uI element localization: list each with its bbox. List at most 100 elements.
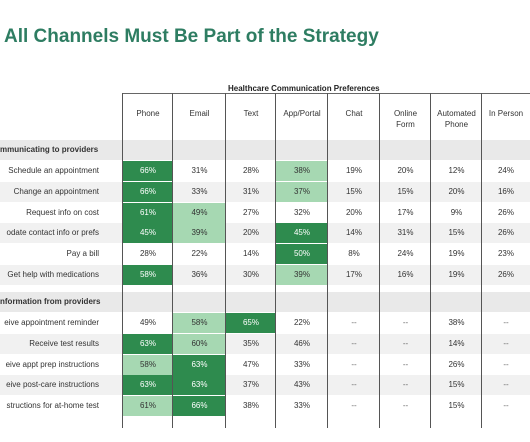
table-cell: 16%	[497, 186, 514, 196]
table-cell: --	[503, 338, 509, 348]
table-row: Schedule an appointment 66% 31% 28% 38% 19% 20…	[0, 161, 530, 181]
table-cell: 24%	[497, 166, 514, 175]
column-header: Text	[243, 109, 259, 118]
table-row: eive appointment reminder 49% 58% 65% 22% -- -…	[0, 313, 530, 333]
table-cell: 8%	[348, 249, 360, 259]
table-cell: 45%	[276, 223, 328, 244]
table-cell: 49%	[173, 202, 226, 223]
table-cell: 26%	[497, 228, 514, 238]
table-cell: --	[351, 359, 357, 369]
row-label: eive appt prep instructions	[5, 359, 99, 369]
table-cell: 32%	[293, 207, 310, 217]
table-cell: 58%	[173, 313, 226, 333]
table-cell: 15%	[448, 380, 465, 390]
table-cell: 15%	[397, 186, 414, 196]
table-cell: 33%	[293, 401, 310, 411]
table-cell: 63%	[173, 375, 226, 396]
table-cell: 39%	[173, 223, 226, 244]
table-cell: 19%	[448, 249, 465, 259]
section-label: nformation from providers	[0, 297, 101, 306]
table-cell: --	[351, 401, 357, 411]
column-header: Phone	[136, 109, 160, 118]
column-header: Chat	[345, 109, 363, 118]
table-cell: 17%	[345, 270, 362, 279]
table-cell: 15%	[448, 228, 465, 238]
table-cell: 36%	[191, 270, 208, 279]
column-divider	[481, 93, 482, 428]
table-cell: 61%	[123, 202, 173, 223]
table-cell: 38%	[448, 318, 465, 327]
table-cell: 26%	[448, 359, 465, 369]
table-row: odate contact info or prefs 45% 39% 20% 45% 1…	[0, 223, 530, 244]
table-cell: --	[351, 318, 357, 327]
table-row: Change an appointment 66% 33% 31% 37% 15% 15% 2…	[0, 181, 530, 202]
row-label: odate contact info or prefs	[6, 228, 100, 238]
table-cell: 47%	[242, 359, 259, 369]
table-cell: --	[402, 380, 409, 390]
table-cell: 61%	[123, 396, 173, 417]
table-cell: 39%	[276, 265, 328, 285]
column-header: In Person	[488, 109, 524, 118]
row-label: Get help with medications	[7, 270, 99, 279]
table-cell: 19%	[345, 166, 362, 175]
table-row: structions for at-home test 61% 66% 38% 33% -…	[0, 396, 530, 417]
table-cell: 15%	[345, 186, 362, 196]
table-cell: 58%	[123, 265, 173, 285]
table-cell: 28%	[242, 166, 259, 175]
row-label: Schedule an appointment	[8, 166, 99, 175]
column-divider	[225, 93, 226, 428]
table-cell: 12%	[448, 166, 465, 175]
table-cell: 35%	[242, 338, 259, 348]
column-header: Automated Phone	[437, 109, 476, 129]
table-cell: 58%	[123, 354, 173, 375]
row-label: Request info on cost	[26, 207, 99, 217]
column-header: App/Portal	[283, 109, 321, 118]
table-cell: 22%	[191, 249, 208, 259]
table-cell: 20%	[448, 186, 465, 196]
row-label: Change an appointment	[13, 186, 99, 196]
table-cell: 24%	[397, 249, 414, 259]
table-cell: 23%	[497, 249, 514, 259]
column-divider	[122, 93, 123, 428]
row-label: eive post-care instructions	[6, 380, 99, 390]
row-label: structions for at-home test	[6, 401, 99, 411]
table-cell: 14%	[242, 249, 259, 259]
table-cell: --	[351, 380, 357, 390]
table-row: eive appt prep instructions 58% 63% 47% 33% -…	[0, 354, 530, 375]
table-cell: 49%	[139, 318, 156, 327]
table-cell: 63%	[123, 375, 173, 396]
table-cell: --	[503, 380, 509, 390]
table-cell: --	[351, 338, 357, 348]
table-group-header: Healthcare Communication Preferences	[228, 84, 380, 93]
table-cell: 27%	[242, 207, 259, 217]
table-cell: 45%	[123, 223, 173, 244]
table-cell: 17%	[397, 207, 414, 217]
table-cell: 33%	[293, 359, 310, 369]
table-cell: 30%	[242, 270, 259, 279]
table-cell: 37%	[276, 181, 328, 202]
table-cell: 43%	[293, 380, 310, 390]
table-cell: 31%	[191, 166, 208, 175]
table-cell: 65%	[226, 313, 276, 333]
table-row: Request info on cost 61% 49% 27% 32% 20% 17% 9%…	[0, 202, 530, 223]
table-cell: 14%	[345, 228, 362, 238]
table-cell: 20%	[242, 228, 259, 238]
table-cell: 38%	[276, 161, 328, 181]
table-cell: 50%	[276, 244, 328, 265]
column-header: Email	[189, 109, 210, 118]
table-cell: 63%	[123, 333, 173, 354]
column-divider	[379, 93, 380, 428]
table-cell: 19%	[448, 270, 465, 279]
section-header: nformation from providers	[0, 292, 530, 312]
table-cell: 9%	[450, 207, 463, 217]
row-label: eive appointment reminder	[4, 318, 99, 327]
table-cell: --	[503, 318, 509, 327]
column-header: Online Form	[393, 109, 418, 129]
table-row: Get help with medications 58% 36% 30% 39% 17%…	[0, 265, 530, 285]
table-cell: 20%	[345, 207, 362, 217]
table-cell: --	[503, 359, 509, 369]
table-cell: 37%	[242, 380, 259, 390]
group-header-rule	[122, 93, 530, 94]
table-cell: 31%	[242, 186, 259, 196]
column-divider	[275, 93, 276, 428]
